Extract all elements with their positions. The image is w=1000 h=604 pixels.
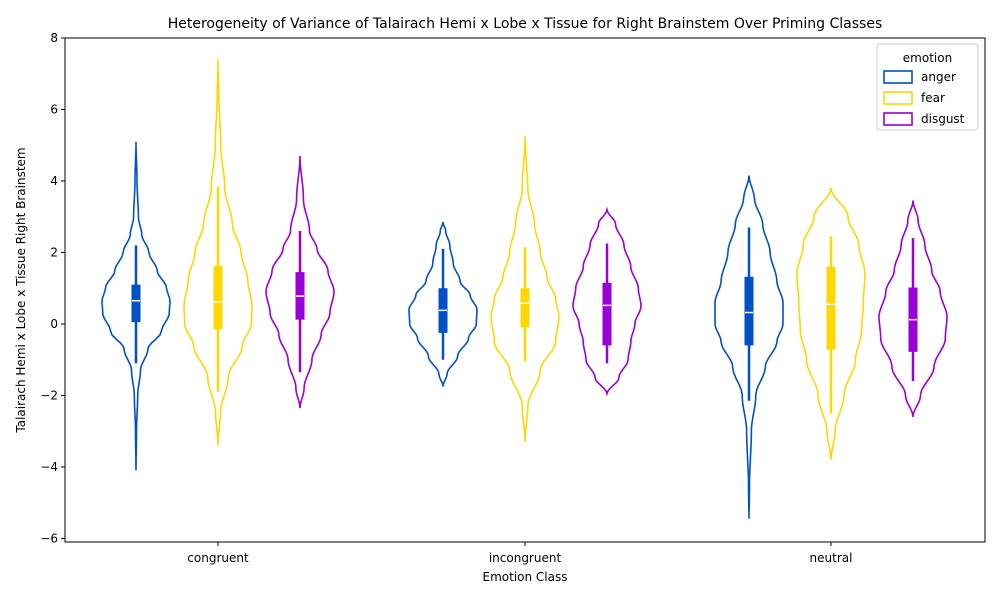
y-tick-label: −2 [40,388,58,402]
iqr-box-fear-neutral [826,266,836,350]
violin-anger-neutral [714,175,784,519]
legend: emotion anger fear disgust [876,43,979,131]
x-axis-label: Emotion Class [483,570,568,584]
iqr-box-anger-neutral [744,276,754,346]
legend-title: emotion [903,51,952,65]
boxes-layer [131,186,918,414]
y-tick-label: −4 [40,460,58,474]
x-axis: congruent incongruent neutral [187,542,852,565]
y-tick-label: 2 [50,245,58,259]
y-tick-label: −6 [40,531,58,545]
legend-swatch-anger [883,70,913,84]
y-tick-label: 6 [50,102,58,116]
violin-disgust-congruent [265,155,335,409]
violin-fear-neutral [796,187,866,460]
legend-label-fear: fear [921,91,945,105]
chart-title: Heterogeneity of Variance of Talairach H… [168,16,883,32]
x-tick-label: congruent [187,551,249,565]
legend-label-anger: anger [921,70,956,84]
violins-layer [101,59,948,519]
violin-fear-incongruent [490,136,560,442]
legend-box [876,43,979,131]
legend-swatch-fear [883,91,913,105]
y-axis-label: Talairach Hemi x Lobe x Tissue Right Bra… [14,147,28,433]
y-tick-label: 8 [50,31,58,45]
x-tick-label: incongruent [489,551,562,565]
y-tick-label: 0 [50,317,58,331]
violin-disgust-incongruent [572,206,642,397]
violin-disgust-neutral [878,200,948,417]
iqr-box-fear-incongruent [520,288,530,328]
iqr-box-fear-congruent [213,266,223,330]
y-axis: −6 −4 −2 0 2 4 6 8 [40,31,65,545]
iqr-box-anger-congruent [131,284,141,323]
violin-anger-incongruent [408,221,478,387]
iqr-box-disgust-incongruent [602,282,612,346]
legend-entries: anger fear disgust [883,70,965,126]
violin-anger-congruent [101,141,171,471]
y-tick-label: 4 [50,174,58,188]
violin-fear-congruent [183,59,253,446]
legend-label-disgust: disgust [921,112,965,126]
legend-swatch-disgust [883,112,913,126]
x-tick-label: neutral [810,551,853,565]
